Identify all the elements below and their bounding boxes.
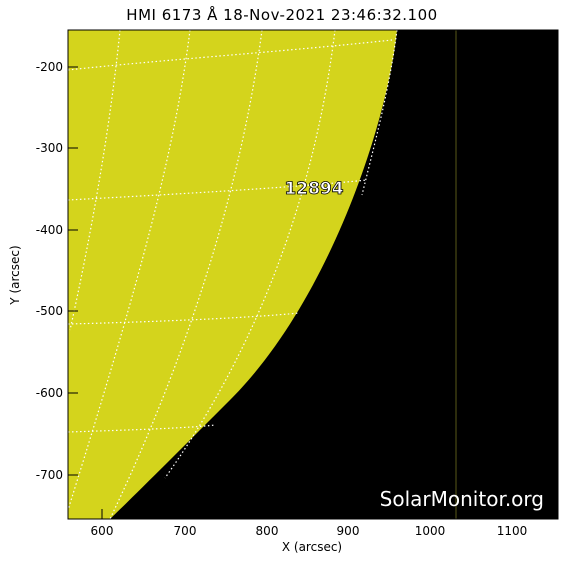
x-tick-label: 600 xyxy=(91,524,114,538)
x-axis-label: X (arcsec) xyxy=(281,540,343,554)
x-tick-label: 800 xyxy=(256,524,279,538)
solar-disk xyxy=(68,30,397,519)
plot-frame xyxy=(67,29,559,520)
x-tick-label: 700 xyxy=(174,524,197,538)
axis-ticks xyxy=(68,66,513,519)
grid-line xyxy=(68,39,393,71)
heliographic-grid xyxy=(68,30,398,519)
y-tick-label: -400 xyxy=(36,223,63,237)
x-tick-label: 1000 xyxy=(415,524,446,538)
image-title: HMI 6173 Å 18-Nov-2021 23:46:32.100 xyxy=(126,6,438,24)
y-axis-label: Y (arcsec) xyxy=(8,245,22,305)
x-tick-label: 1100 xyxy=(497,524,528,538)
y-tick-label: -200 xyxy=(36,60,63,74)
y-tick-label: -500 xyxy=(36,304,63,318)
grid-line xyxy=(361,30,398,196)
x-tick-label: 900 xyxy=(337,524,360,538)
y-tick-label: -600 xyxy=(36,386,63,400)
grid-line xyxy=(109,30,263,519)
y-tick-label: -700 xyxy=(36,468,63,482)
active-region-label: 12894 xyxy=(284,179,343,199)
y-tick-label: -300 xyxy=(36,141,63,155)
watermark: SolarMonitor.org xyxy=(379,487,544,511)
grid-line xyxy=(68,424,216,433)
